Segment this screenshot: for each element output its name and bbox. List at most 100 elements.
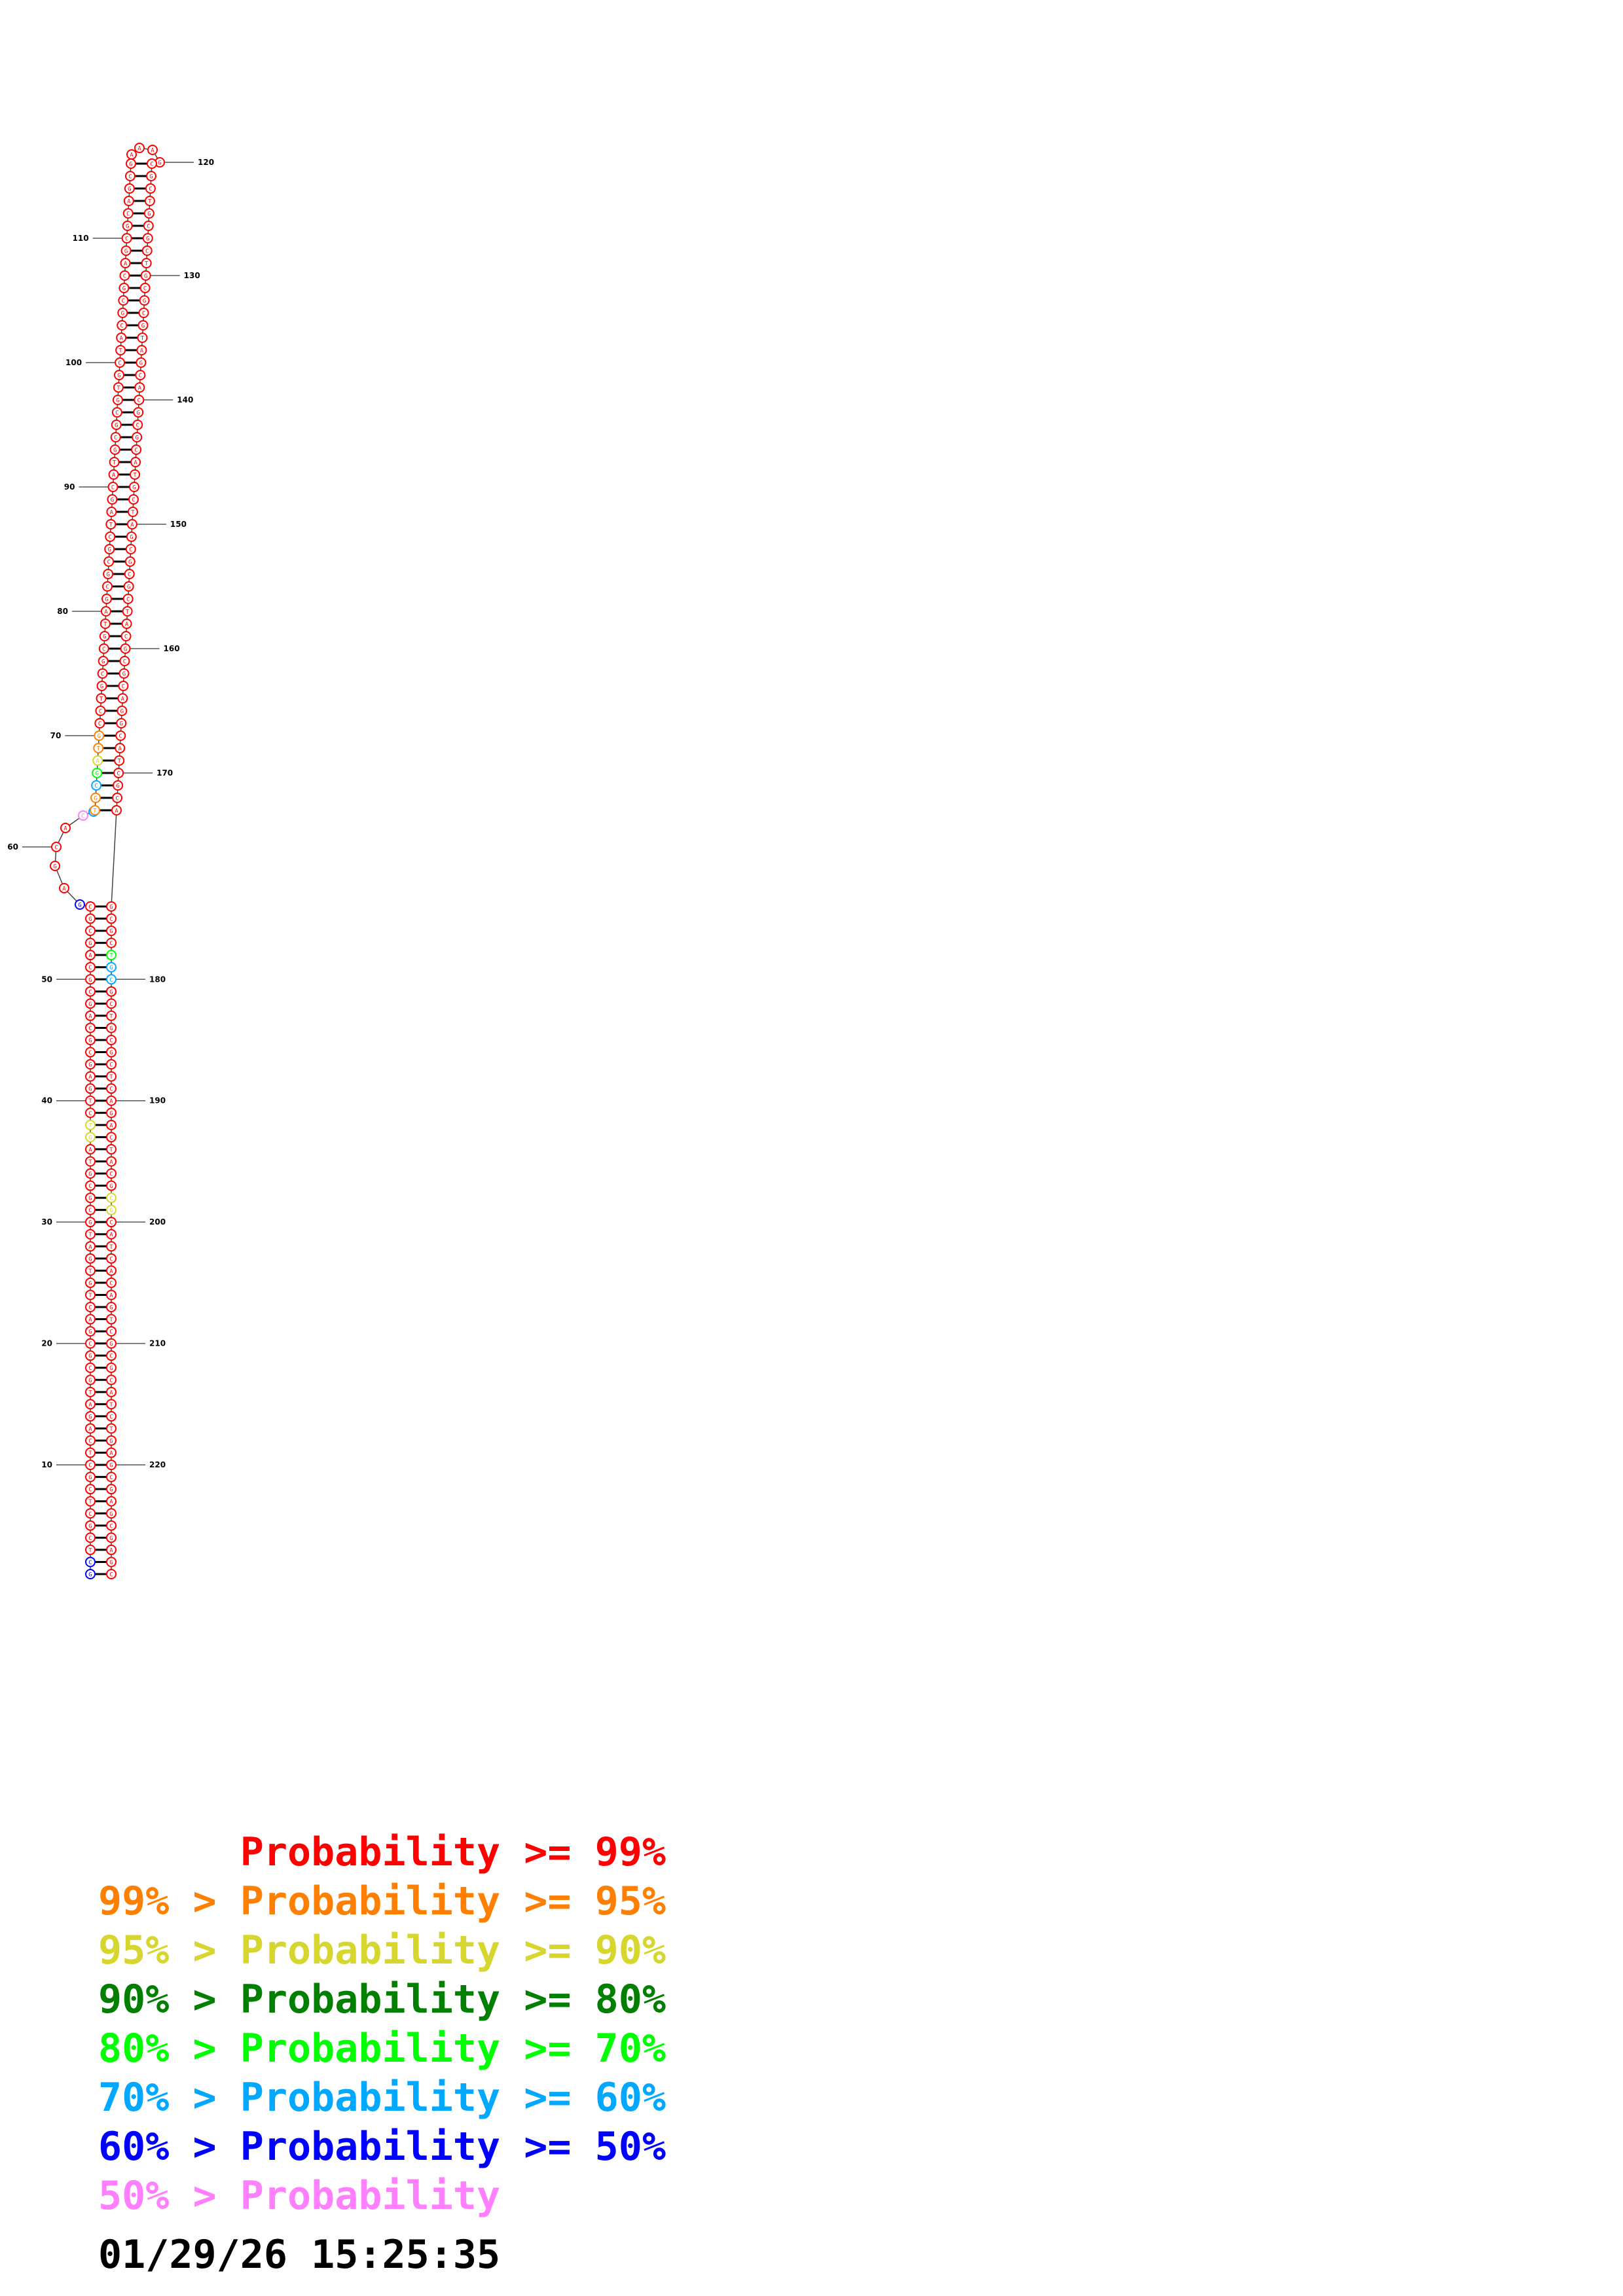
svg-text:T: T [88, 1122, 92, 1129]
nucleotide: A [106, 1496, 117, 1507]
svg-text:G: G [88, 1280, 92, 1287]
svg-text:G: G [122, 286, 126, 293]
svg-text:G: G [109, 1183, 113, 1190]
nucleotide: C [111, 407, 122, 418]
nucleotide: C [106, 1059, 117, 1070]
svg-text:G: G [88, 1475, 92, 1481]
svg-text:G: G [124, 249, 128, 255]
svg-text:C: C [94, 783, 98, 790]
nucleotide: T [85, 1447, 96, 1458]
nucleotide: G [122, 221, 133, 231]
svg-text:G: G [98, 734, 101, 740]
nucleotide: T [106, 1071, 117, 1082]
svg-text:C: C [109, 1001, 113, 1008]
svg-text:C: C [137, 398, 141, 404]
nucleotide: T [114, 755, 125, 766]
tick-label: 210 [149, 1339, 166, 1348]
nucleotide: C [132, 420, 143, 430]
legend-line-95: 99% > Probability >= 95% [98, 1878, 666, 1924]
nucleotide: C [122, 594, 134, 604]
svg-text:A: A [140, 348, 144, 355]
svg-text:G: G [109, 1365, 113, 1372]
svg-text:C: C [109, 1572, 113, 1579]
nucleotide: C [110, 432, 121, 442]
svg-text:T: T [109, 1426, 113, 1433]
nucleotide: C [85, 1302, 96, 1312]
nucleotide: A [111, 805, 122, 816]
nucleotide: G [120, 245, 132, 256]
svg-text:G: G [113, 448, 117, 454]
nucleotide: G [85, 1350, 96, 1361]
nucleotide: C [94, 718, 105, 728]
tick-label: 140 [177, 395, 193, 404]
nucleotide: C [85, 1508, 96, 1519]
nucleotide: G [85, 1083, 96, 1094]
svg-text:C: C [88, 1208, 92, 1214]
svg-text:T: T [141, 336, 145, 342]
nucleotide: C [106, 1410, 117, 1422]
svg-text:G: G [88, 1414, 92, 1420]
nucleotide: A [121, 619, 132, 629]
nucleotide: C [97, 668, 108, 679]
nucleotide: C [125, 544, 136, 554]
nucleotide: G [106, 1362, 117, 1373]
nucleotide: C [85, 1047, 96, 1058]
svg-text:C: C [109, 1280, 113, 1287]
svg-text:C: C [109, 977, 113, 984]
nucleotide: C [106, 1217, 117, 1228]
svg-text:A: A [109, 1122, 113, 1129]
svg-text:T: T [117, 386, 120, 392]
nucleotide: G [50, 861, 60, 871]
nucleotide: G [85, 998, 96, 1009]
nucleotide: T [85, 1386, 96, 1397]
svg-text:G: G [139, 361, 143, 367]
nucleotide: C [85, 1362, 96, 1373]
nucleotide: T [144, 196, 155, 206]
nucleotide: G [85, 1168, 96, 1179]
svg-text:G: G [88, 941, 92, 947]
svg-text:G: G [88, 1378, 92, 1384]
nucleotide: T [100, 619, 111, 629]
nucleotide: C [106, 1035, 117, 1045]
nucleotide: T [90, 805, 100, 816]
nucleotide: C [115, 357, 126, 368]
svg-text:C: C [99, 709, 102, 715]
nucleotide: C [139, 283, 151, 293]
nucleotide: A [85, 1314, 96, 1325]
nucleotide: C [106, 1569, 117, 1579]
svg-text:C: C [88, 1183, 92, 1190]
svg-text:C: C [115, 796, 119, 802]
svg-text:C: C [123, 274, 126, 280]
nucleotide: A [106, 1289, 117, 1300]
nucleotide: C [102, 581, 113, 592]
svg-text:C: C [109, 535, 112, 541]
nucleotide: G [85, 1569, 96, 1579]
svg-text:G: G [129, 162, 132, 168]
nucleotide: T [85, 1496, 96, 1507]
svg-text:C: C [111, 485, 115, 492]
tick-label: 220 [149, 1460, 166, 1469]
nucleotide: C [78, 810, 88, 821]
nucleotide: C [131, 444, 142, 455]
nucleotide: T [85, 1544, 96, 1555]
svg-text:G: G [88, 1001, 92, 1008]
svg-text:T: T [109, 1317, 113, 1323]
nucleotide: T [106, 1423, 117, 1434]
svg-text:C: C [88, 1487, 92, 1494]
svg-text:G: G [109, 1463, 113, 1469]
nucleotide: A [106, 507, 117, 517]
nucleotide: G [85, 1410, 96, 1422]
nucleotide: G [106, 1338, 117, 1349]
tick-label: 170 [156, 768, 173, 778]
nucleotide: C [85, 1180, 96, 1191]
nucleotide: T [141, 258, 152, 268]
svg-text:C: C [139, 373, 142, 380]
svg-text:T: T [131, 510, 135, 516]
nucleotides: GCTCGCTCGCTCAGATGCGCGACTGTGATGCGCGTAGTCT… [50, 143, 165, 1579]
svg-text:A: A [88, 1426, 92, 1433]
nucleotide: C [147, 158, 157, 169]
nucleotide: C [106, 998, 117, 1009]
nucleotide: G [119, 668, 130, 679]
svg-text:G: G [109, 1439, 113, 1445]
nucleotide: G [94, 730, 105, 741]
